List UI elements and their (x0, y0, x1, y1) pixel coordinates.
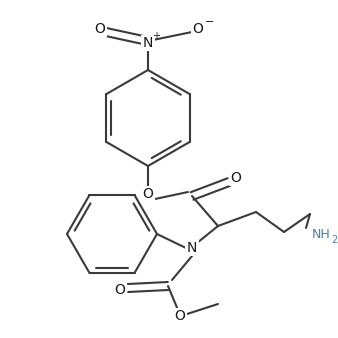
Text: 2: 2 (331, 235, 337, 245)
Text: O: O (95, 22, 105, 36)
Text: N: N (143, 36, 153, 50)
Text: O: O (193, 22, 203, 36)
Text: O: O (174, 309, 186, 323)
Text: N: N (187, 241, 197, 255)
Text: NH: NH (312, 227, 330, 241)
Text: O: O (143, 187, 153, 201)
Text: −: − (205, 17, 215, 27)
Text: O: O (115, 283, 125, 297)
Text: O: O (231, 171, 241, 185)
Text: +: + (152, 31, 160, 41)
